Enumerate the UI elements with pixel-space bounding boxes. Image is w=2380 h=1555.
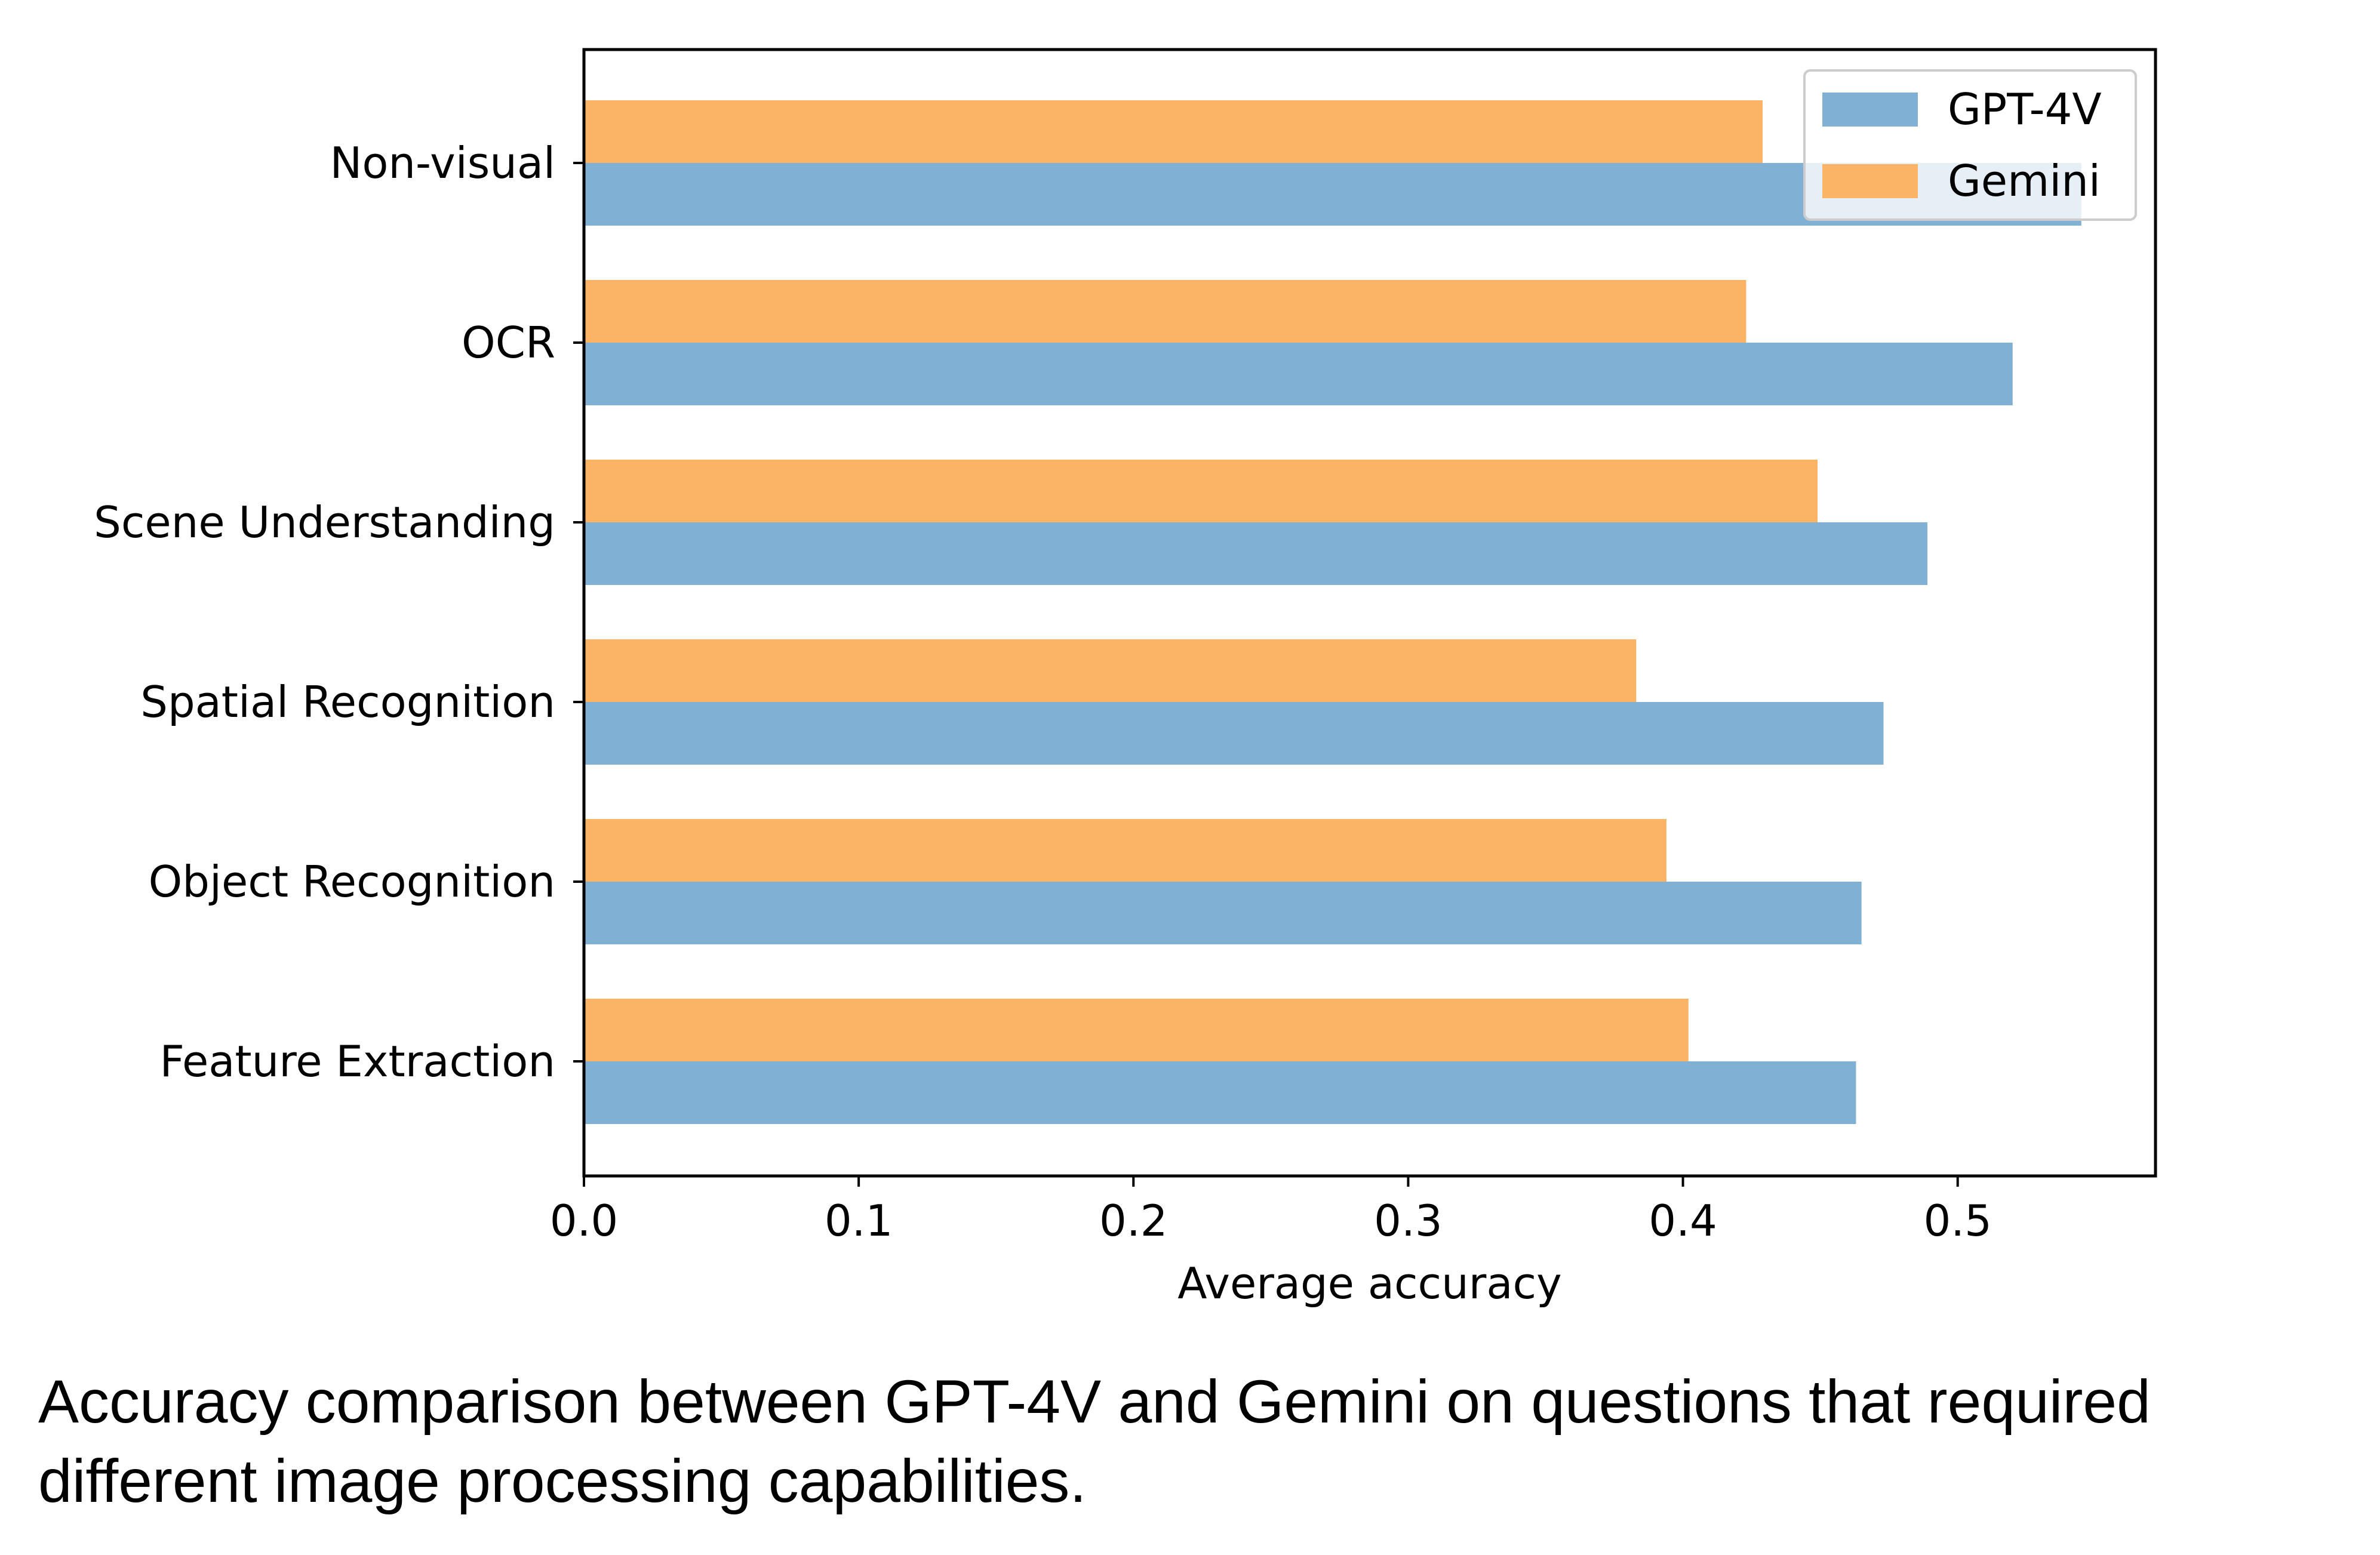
ticks-layer: Non-visual OCR Scene Understanding Spatial … [94, 138, 1992, 1246]
legend-label-gpt-4v: GPT-4V [1948, 84, 2102, 134]
bar-gpt4v-spatial-recognition [584, 702, 1884, 765]
x-tick-label-0.3: 0.3 [1374, 1196, 1443, 1246]
bars-layer [584, 100, 2081, 1124]
x-tick-label-0.1: 0.1 [825, 1196, 893, 1246]
bar-gpt4v-ocr [584, 343, 2013, 405]
bar-gpt4v-scene-understanding [584, 522, 1928, 585]
y-tick-label-non-visual: Non-visual [330, 138, 555, 188]
y-tick-label-spatial-recognition: Spatial Recognition [140, 677, 555, 727]
legend: GPT-4V Gemini [1803, 69, 2137, 221]
bar-gemini-non-visual [584, 100, 1763, 163]
y-tick-label-scene-understanding: Scene Understanding [94, 497, 555, 547]
bar-gemini-object-recognition [584, 819, 1666, 882]
bar-gpt4v-object-recognition [584, 882, 1862, 944]
y-tick-label-ocr: OCR [462, 318, 555, 368]
x-axis-label: Average accuracy [1177, 1258, 1561, 1308]
bar-gemini-scene-understanding [584, 460, 1818, 522]
legend-label-gemini: Gemini [1948, 156, 2101, 206]
legend-swatch-gpt-4v [1822, 93, 1918, 127]
bar-gemini-feature-extraction [584, 999, 1689, 1061]
x-tick-label-0.0: 0.0 [550, 1196, 619, 1246]
y-tick-label-feature-extraction: Feature Extraction [159, 1036, 555, 1086]
legend-swatch-gemini [1822, 164, 1918, 198]
x-tick-label-0.2: 0.2 [1099, 1196, 1168, 1246]
bar-chart: Non-visual OCR Scene Understanding Spatial … [94, 48, 2157, 1308]
x-tick-label-0.5: 0.5 [1923, 1196, 1992, 1246]
x-tick-label-0.4: 0.4 [1649, 1196, 1717, 1246]
bar-gpt4v-feature-extraction [584, 1061, 1856, 1124]
plot-frame [582, 48, 2157, 1178]
figure-caption: Accuracy comparison between GPT-4V and G… [38, 1368, 2151, 1515]
bar-gemini-ocr [584, 280, 1746, 343]
bar-gemini-spatial-recognition [584, 639, 1637, 702]
y-tick-label-object-recognition: Object Recognition [149, 857, 555, 907]
